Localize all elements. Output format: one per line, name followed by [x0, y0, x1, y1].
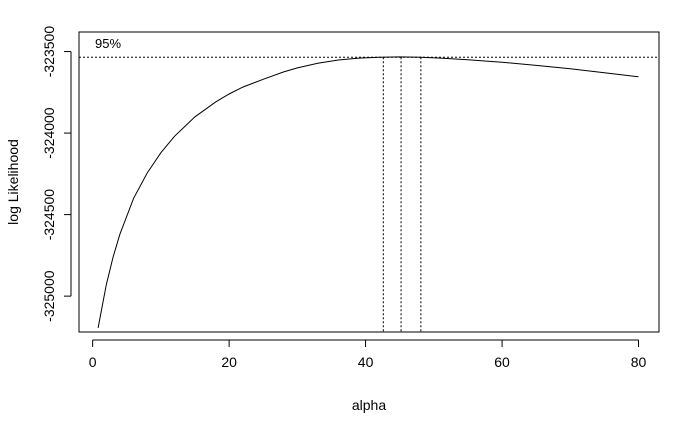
x-tick-label: 40	[358, 354, 374, 370]
likelihood-curve	[97, 56, 639, 328]
y-tick-label: -323500	[41, 26, 57, 78]
axes: 0 20 40 60 80 -325000 -324500 -324000 -323500	[41, 26, 647, 370]
y-tick-label: -324500	[41, 189, 57, 241]
y-tick-label: -325000	[41, 270, 57, 322]
ci-label: 95%	[95, 36, 121, 51]
y-tick-label: -324000	[41, 107, 57, 159]
x-axis-label: alpha	[352, 397, 386, 413]
x-tick-label: 80	[631, 354, 647, 370]
plot-box	[78, 31, 660, 333]
y-axis-label: log Likelihood	[5, 139, 21, 225]
x-tick-label: 60	[494, 354, 510, 370]
x-tick-label: 20	[221, 354, 237, 370]
x-tick-label: 0	[89, 354, 97, 370]
confidence-interval	[79, 56, 659, 332]
